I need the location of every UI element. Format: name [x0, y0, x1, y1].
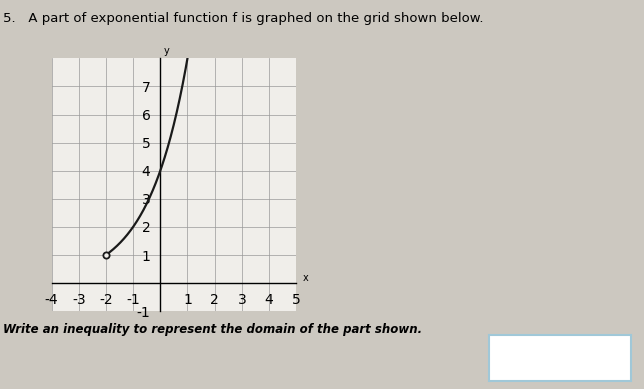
Text: Write an inequality to represent the domain of the part shown.: Write an inequality to represent the dom…: [3, 323, 422, 336]
Text: x: x: [303, 273, 308, 283]
Text: y: y: [164, 46, 169, 56]
Text: 5.   A part of exponential function f is graphed on the grid shown below.: 5. A part of exponential function f is g…: [3, 12, 484, 25]
